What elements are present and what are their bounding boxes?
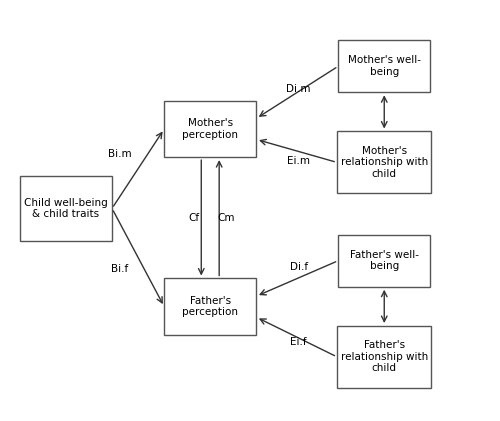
Text: Bi.f: Bi.f: [111, 264, 128, 274]
Text: Cm: Cm: [218, 213, 235, 223]
Text: Mother's well-
being: Mother's well- being: [348, 56, 421, 77]
FancyBboxPatch shape: [20, 176, 112, 241]
Text: Father's
relationship with
child: Father's relationship with child: [340, 340, 428, 373]
Text: Father's well-
being: Father's well- being: [350, 250, 419, 272]
FancyBboxPatch shape: [164, 278, 256, 335]
Text: Bi.m: Bi.m: [108, 149, 132, 159]
Text: Di.f: Di.f: [290, 262, 308, 272]
Text: Ei.m: Ei.m: [287, 156, 310, 166]
FancyBboxPatch shape: [338, 234, 430, 287]
Text: Child well-being
& child traits: Child well-being & child traits: [24, 197, 108, 219]
FancyBboxPatch shape: [337, 131, 432, 193]
FancyBboxPatch shape: [338, 40, 430, 92]
Text: Ei.f: Ei.f: [290, 337, 307, 347]
FancyBboxPatch shape: [164, 101, 256, 157]
Text: Mother's
relationship with
child: Mother's relationship with child: [340, 146, 428, 179]
Text: Mother's
perception: Mother's perception: [182, 118, 238, 140]
Text: Di.m: Di.m: [286, 84, 311, 94]
Text: Cf: Cf: [188, 213, 200, 223]
Text: Father's
perception: Father's perception: [182, 296, 238, 317]
FancyBboxPatch shape: [337, 326, 432, 388]
